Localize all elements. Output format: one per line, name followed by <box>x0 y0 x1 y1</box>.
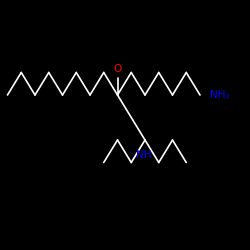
Text: O: O <box>114 64 122 74</box>
Text: NH: NH <box>136 150 152 160</box>
Text: NH₂: NH₂ <box>210 90 230 100</box>
